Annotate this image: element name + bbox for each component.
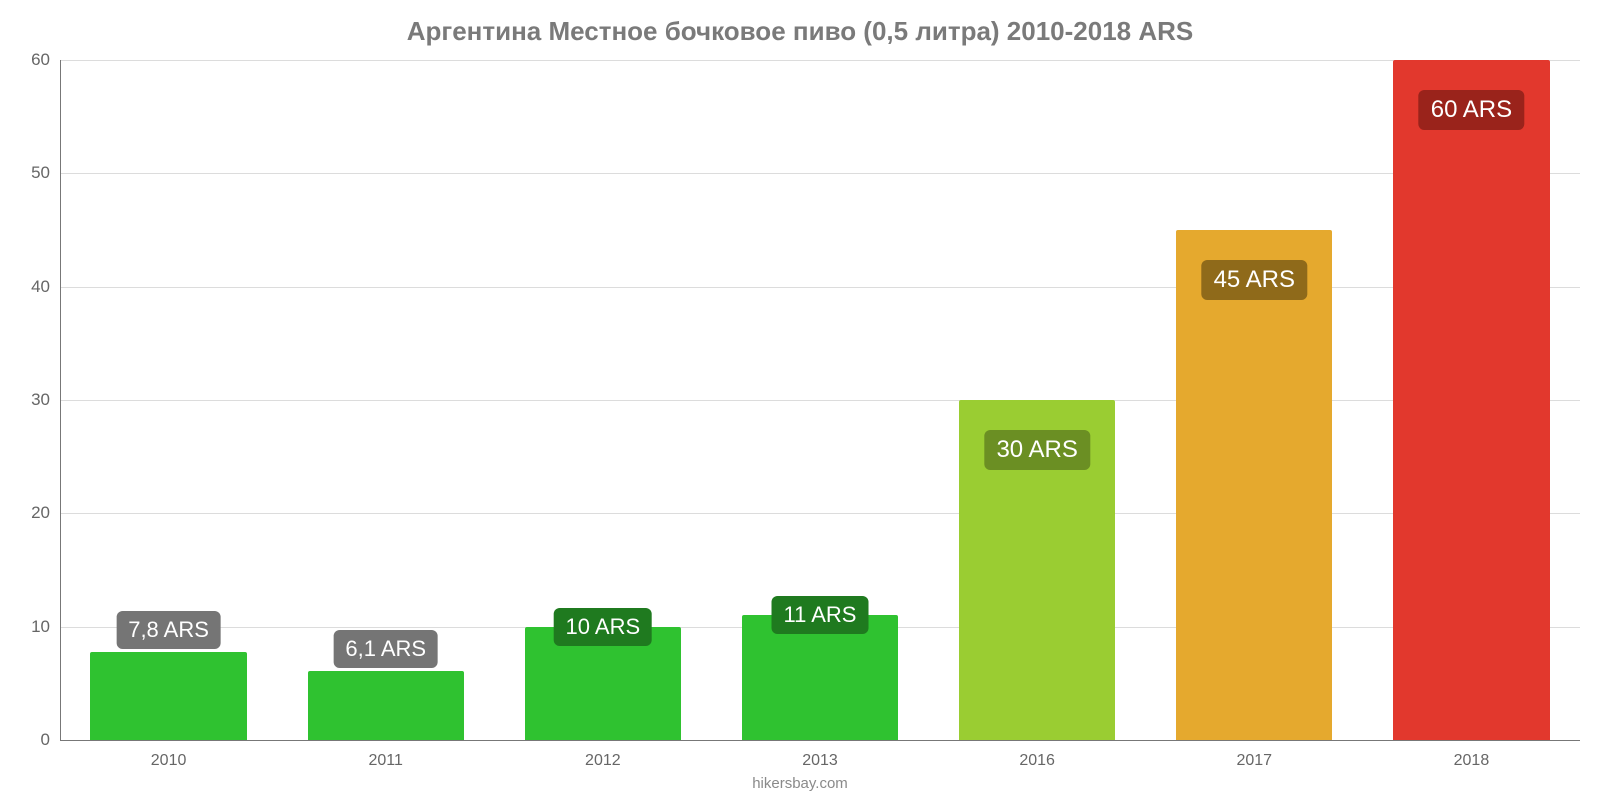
plot-area: 010203040506020107,8 ARS20116,1 ARS20121… [60, 60, 1580, 740]
gridline [60, 287, 1580, 288]
bar-value-label: 45 ARS [1202, 260, 1307, 300]
gridline [60, 173, 1580, 174]
x-tick-label: 2016 [1019, 752, 1055, 770]
y-tick-label: 60 [20, 50, 50, 70]
bar-value-label: 6,1 ARS [333, 630, 438, 668]
gridline [60, 60, 1580, 61]
x-tick-label: 2012 [585, 752, 621, 770]
credit-text: hikersbay.com [752, 775, 848, 792]
x-tick-label: 2011 [369, 752, 403, 770]
y-tick-label: 40 [20, 277, 50, 297]
bar [90, 652, 246, 740]
bar [308, 671, 464, 740]
bar-value-label: 10 ARS [554, 608, 653, 646]
x-tick-label: 2010 [151, 752, 187, 770]
y-tick-label: 0 [20, 730, 50, 750]
y-tick-label: 10 [20, 617, 50, 637]
y-tick-label: 20 [20, 503, 50, 523]
x-tick-label: 2013 [802, 752, 838, 770]
x-tick-label: 2017 [1236, 752, 1272, 770]
bar-value-label: 60 ARS [1419, 90, 1524, 130]
y-tick-label: 50 [20, 163, 50, 183]
bar [1393, 60, 1549, 740]
bar-value-label: 30 ARS [984, 430, 1089, 470]
gridline [60, 400, 1580, 401]
y-tick-label: 30 [20, 390, 50, 410]
chart-title: Аргентина Местное бочковое пиво (0,5 лит… [0, 16, 1600, 47]
x-tick-label: 2018 [1454, 752, 1490, 770]
y-axis-line [60, 60, 61, 740]
bar [1176, 230, 1332, 740]
gridline [60, 513, 1580, 514]
bar-chart: Аргентина Местное бочковое пиво (0,5 лит… [0, 0, 1600, 800]
bar-value-label: 7,8 ARS [116, 611, 221, 649]
bar-value-label: 11 ARS [772, 596, 869, 634]
x-axis-line [60, 740, 1580, 741]
